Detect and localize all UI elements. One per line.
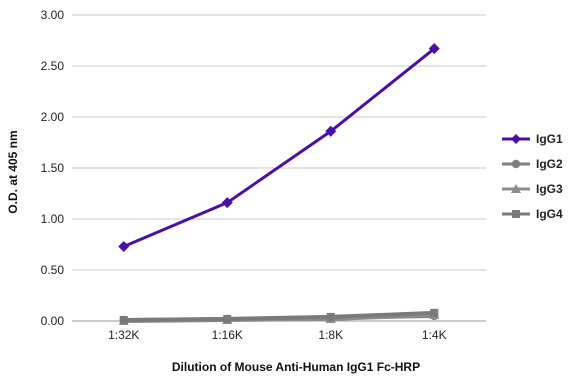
y-tick-label: 3.00 (41, 8, 65, 22)
legend-item: IgG4 (502, 207, 563, 221)
legend-label: IgG3 (536, 182, 563, 196)
legend-marker (511, 159, 521, 169)
data-point (326, 312, 335, 321)
legend-item: IgG2 (502, 157, 563, 171)
y-tick-label: 2.00 (41, 110, 65, 124)
y-tick-label: 0.50 (41, 263, 65, 277)
legend-label: IgG1 (536, 132, 563, 146)
data-point (428, 43, 440, 55)
gridlines (72, 14, 486, 322)
y-axis-title: O.D. at 405 nm (6, 130, 20, 213)
x-tick-label: 1:32K (108, 328, 139, 342)
legend-item: IgG3 (502, 182, 563, 196)
data-point (223, 314, 232, 323)
legend-marker (511, 184, 521, 193)
y-tick-label: 1.50 (41, 161, 65, 175)
legend-marker (512, 210, 520, 218)
data-point (118, 241, 130, 253)
x-tick-label: 1:8K (318, 328, 343, 342)
y-tick-label: 2.50 (41, 59, 65, 73)
series-group (118, 43, 440, 325)
data-point (430, 308, 439, 317)
x-axis-ticks: 1:32K 1:16K 1:8K 1:4K (108, 328, 447, 342)
legend: IgG1 IgG2 IgG3 IgG4 (502, 132, 563, 221)
y-tick-label: 1.00 (41, 212, 65, 226)
y-axis-ticks: 0.00 0.50 1.00 1.50 2.00 2.50 3.00 (41, 8, 65, 328)
legend-item: IgG1 (502, 132, 563, 146)
data-point (325, 125, 337, 137)
series-line (123, 47, 436, 248)
legend-marker (511, 134, 521, 144)
x-tick-label: 1:4K (422, 328, 447, 342)
data-point (119, 315, 128, 324)
y-tick-label: 0.00 (41, 314, 65, 328)
series-igg4 (119, 308, 439, 324)
x-tick-label: 1:16K (212, 328, 243, 342)
legend-label: IgG2 (536, 157, 563, 171)
legend-label: IgG4 (536, 207, 563, 221)
series-igg1 (118, 43, 440, 253)
series-line (123, 310, 435, 322)
x-axis-title: Dilution of Mouse Anti-Human IgG1 Fc-HRP (172, 360, 420, 374)
data-point (221, 197, 233, 209)
